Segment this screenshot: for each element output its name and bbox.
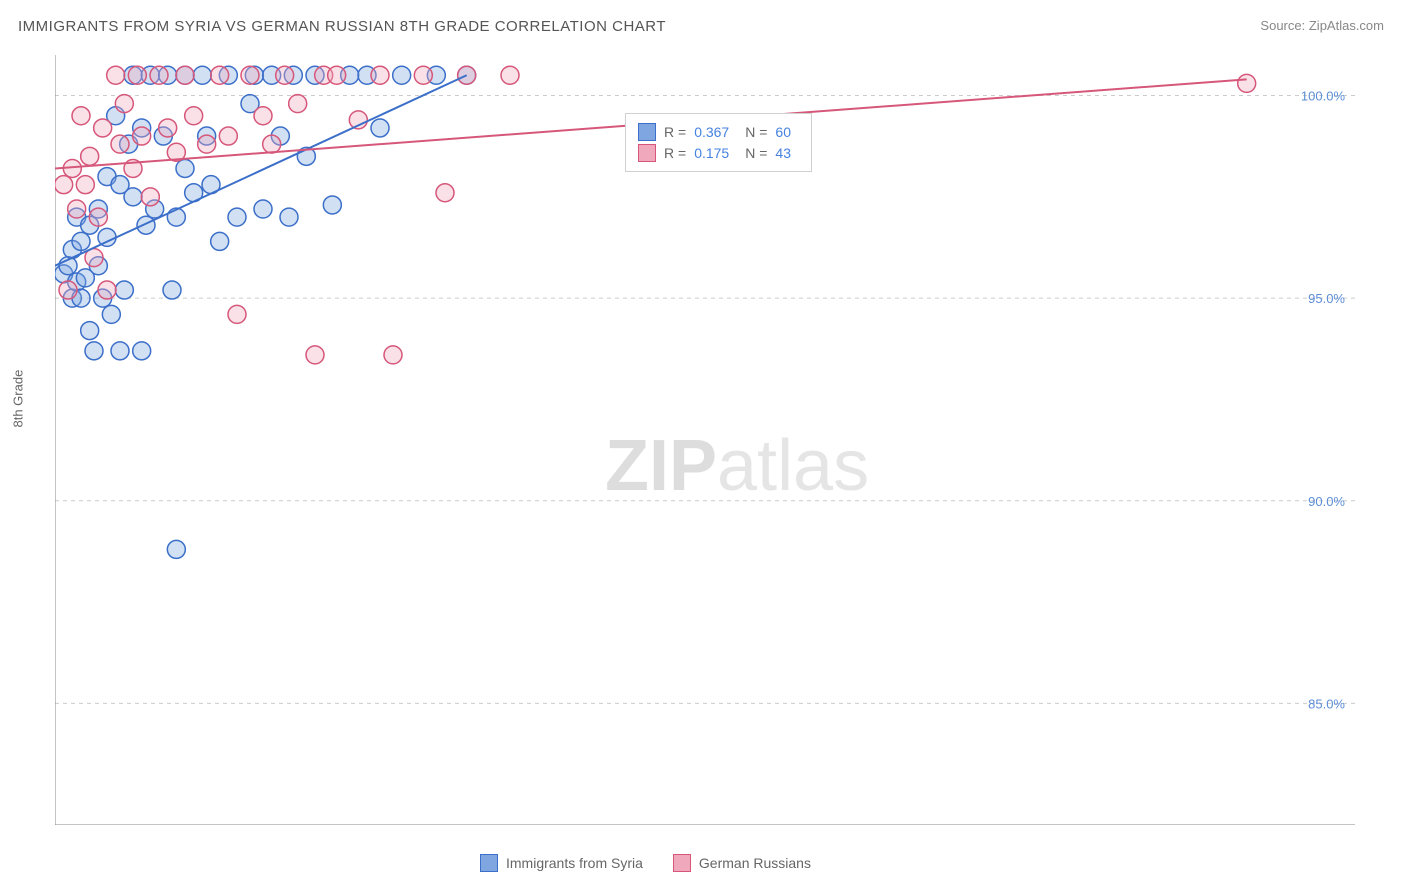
bottom-legend-label-0: Immigrants from Syria: [506, 855, 643, 871]
svg-text:100.0%: 100.0%: [1301, 89, 1346, 104]
source-link[interactable]: ZipAtlas.com: [1309, 18, 1384, 33]
bottom-legend-swatch-0: [480, 854, 498, 872]
source-attribution: Source: ZipAtlas.com: [1260, 18, 1384, 33]
stat-n-value-0: 60: [775, 124, 791, 140]
y-axis-label: 8th Grade: [11, 370, 26, 428]
legend-swatch-0: [638, 123, 656, 141]
bottom-legend-item-0: Immigrants from Syria: [480, 854, 643, 872]
legend-stats-box: R = 0.367 N = 60 R = 0.175 N = 43: [625, 113, 812, 172]
legend-swatch-1: [638, 144, 656, 162]
stat-n-label-1: N =: [745, 145, 767, 161]
svg-text:95.0%: 95.0%: [1308, 291, 1345, 306]
legend-stats-row-0: R = 0.367 N = 60: [638, 123, 799, 141]
stat-r-label-0: R =: [664, 124, 686, 140]
stat-r-value-1: 0.175: [694, 145, 729, 161]
chart-plot-area: 85.0%90.0%95.0%100.0%0.0%30.0% ZIPatlas …: [55, 55, 1355, 825]
stat-n-label-0: N =: [745, 124, 767, 140]
chart-title: IMMIGRANTS FROM SYRIA VS GERMAN RUSSIAN …: [18, 18, 666, 35]
stat-n-value-1: 43: [775, 145, 791, 161]
source-label: Source:: [1260, 18, 1305, 33]
svg-text:90.0%: 90.0%: [1308, 494, 1345, 509]
bottom-legend-swatch-1: [673, 854, 691, 872]
svg-text:85.0%: 85.0%: [1308, 696, 1345, 711]
stat-r-value-0: 0.367: [694, 124, 729, 140]
bottom-legend: Immigrants from Syria German Russians: [480, 854, 811, 872]
bottom-legend-label-1: German Russians: [699, 855, 811, 871]
legend-stats-row-1: R = 0.175 N = 43: [638, 144, 799, 162]
bottom-legend-item-1: German Russians: [673, 854, 811, 872]
stat-r-label-1: R =: [664, 145, 686, 161]
